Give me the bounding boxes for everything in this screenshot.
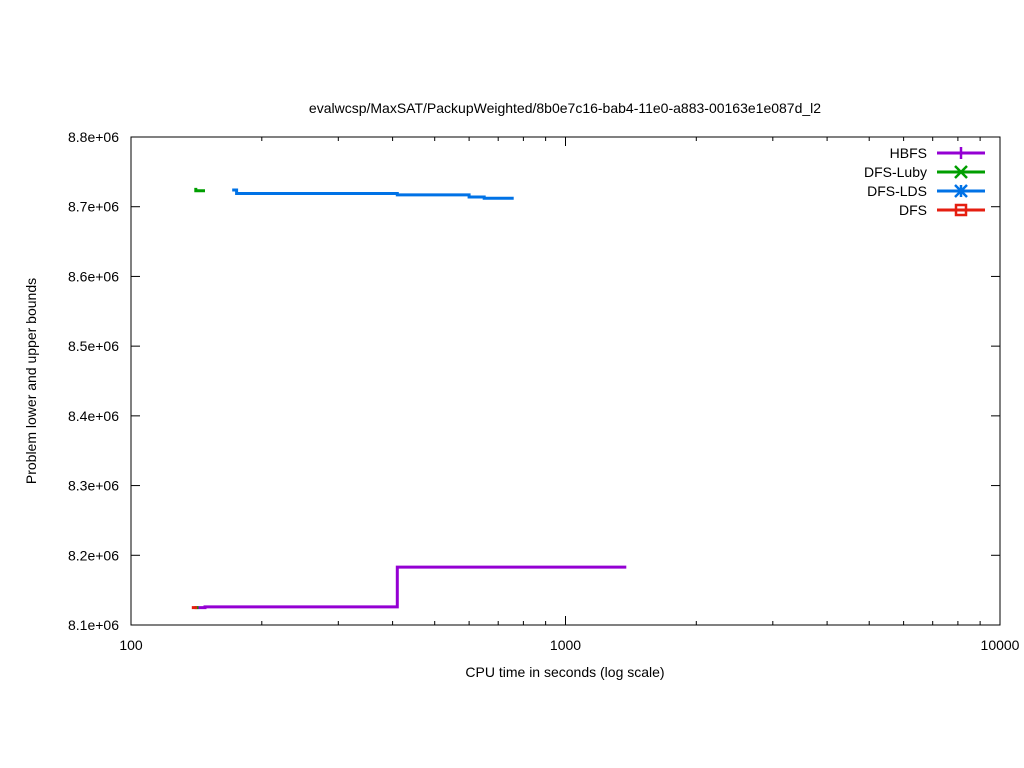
y-tick-label: 8.1e+06 — [68, 617, 119, 633]
y-tick-label: 8.7e+06 — [68, 199, 119, 215]
series-dfs-lds-line — [232, 188, 514, 200]
legend-hbfs-label: HBFS — [890, 145, 927, 161]
series-hbfs-line — [197, 565, 627, 610]
legend: HBFS DFS-Luby DFS-LDS DFS — [864, 145, 985, 218]
y-tick-label: 8.3e+06 — [68, 478, 119, 494]
chart-title: evalwcsp/MaxSAT/PackupWeighted/8b0e7c16-… — [309, 100, 821, 116]
legend-hbfs-marker — [955, 147, 967, 159]
y-tick-label: 8.2e+06 — [68, 547, 119, 563]
legend-dfs-label: DFS — [899, 202, 927, 218]
x-tick-label: 10000 — [981, 637, 1020, 653]
x-tick-label: 100 — [119, 637, 143, 653]
legend-dfs-luby-marker — [954, 165, 968, 179]
legend-dfs-luby-label: DFS-Luby — [864, 164, 927, 180]
y-tick-label: 8.5e+06 — [68, 338, 119, 354]
plot-area — [130, 136, 1001, 626]
legend-dfs-lds-label: DFS-LDS — [867, 183, 927, 199]
y-tick-label: 8.6e+06 — [68, 268, 119, 284]
y-tick-label: 8.4e+06 — [68, 408, 119, 424]
series-dfs-luby-line — [194, 187, 205, 193]
y-tick-label: 8.8e+06 — [68, 129, 119, 145]
axis-ticks: 8.1e+06 8.2e+06 8.3e+06 8.4e+06 8.5e+06 8.6e+… — [68, 129, 1020, 653]
y-axis-label: Problem lower and upper bounds — [23, 278, 39, 484]
legend-dfs-marker — [954, 203, 968, 217]
x-tick-label: 1000 — [550, 637, 581, 653]
legend-dfs-lds-marker — [954, 184, 968, 198]
x-axis-label: CPU time in seconds (log scale) — [465, 664, 664, 680]
series-layer — [191, 187, 627, 610]
